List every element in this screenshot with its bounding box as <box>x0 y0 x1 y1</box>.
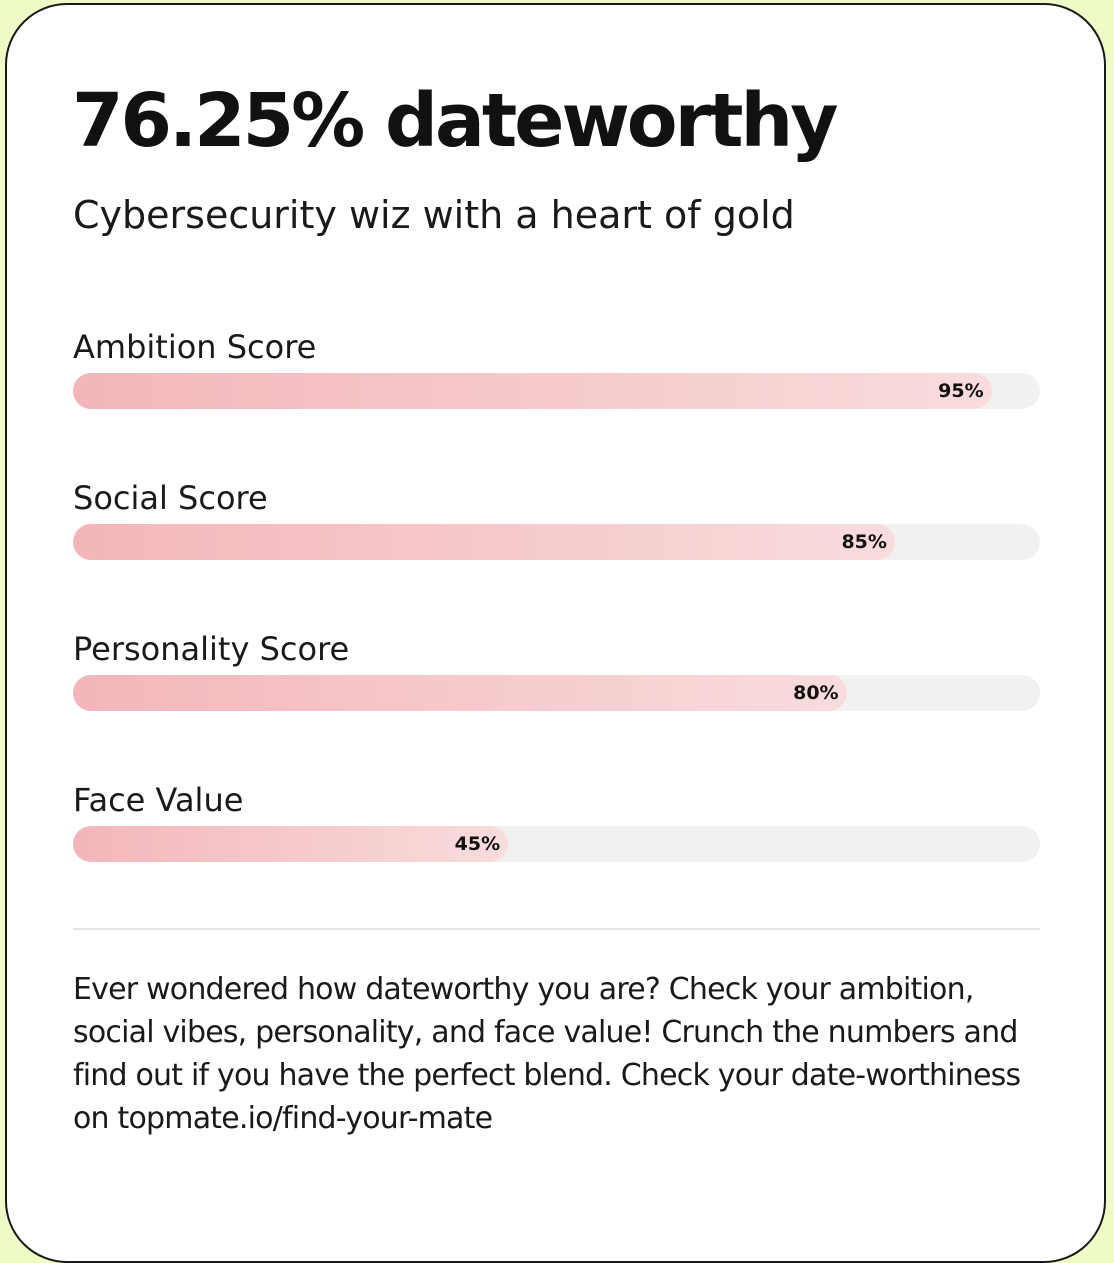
card <box>5 3 1106 1263</box>
score-list: Ambition Score 95% Social Score 85% Personal… <box>73 325 1040 929</box>
bar: 85% <box>73 524 895 560</box>
subtitle: Cybersecurity wiz with a heart of gold <box>73 193 795 237</box>
score-label: Ambition Score <box>73 328 317 366</box>
value-label: 85% <box>841 531 887 553</box>
value-label: 80% <box>793 682 839 704</box>
description: Ever wondered how dateworthy you are? Ch… <box>73 972 1021 1136</box>
bar-track: 95% <box>73 373 1040 409</box>
score-label: Personality Score <box>73 630 350 668</box>
divider <box>73 928 1040 930</box>
score-row: Ambition Score 95% <box>73 325 1040 476</box>
page: 76.25% dateworthy Cybersecurity wiz with… <box>5 3 1106 1263</box>
score-label: Face Value <box>73 781 244 819</box>
value-label: 45% <box>454 833 501 855</box>
bar-track: 45% <box>73 826 1040 862</box>
bar-track: 85% <box>73 524 1040 560</box>
bar: 80% <box>73 675 847 711</box>
value-label: 95% <box>938 380 984 402</box>
title: 76.25% dateworthy <box>72 78 838 164</box>
bar: 95% <box>73 373 992 409</box>
score-row: Personality Score 80% <box>73 627 1040 778</box>
bar-track: 80% <box>73 675 1040 711</box>
score-row: Face Value 45% <box>73 778 1040 929</box>
bar: 45% <box>73 826 509 862</box>
score-row: Social Score 85% <box>73 476 1040 627</box>
score-label: Social Score <box>73 479 268 517</box>
